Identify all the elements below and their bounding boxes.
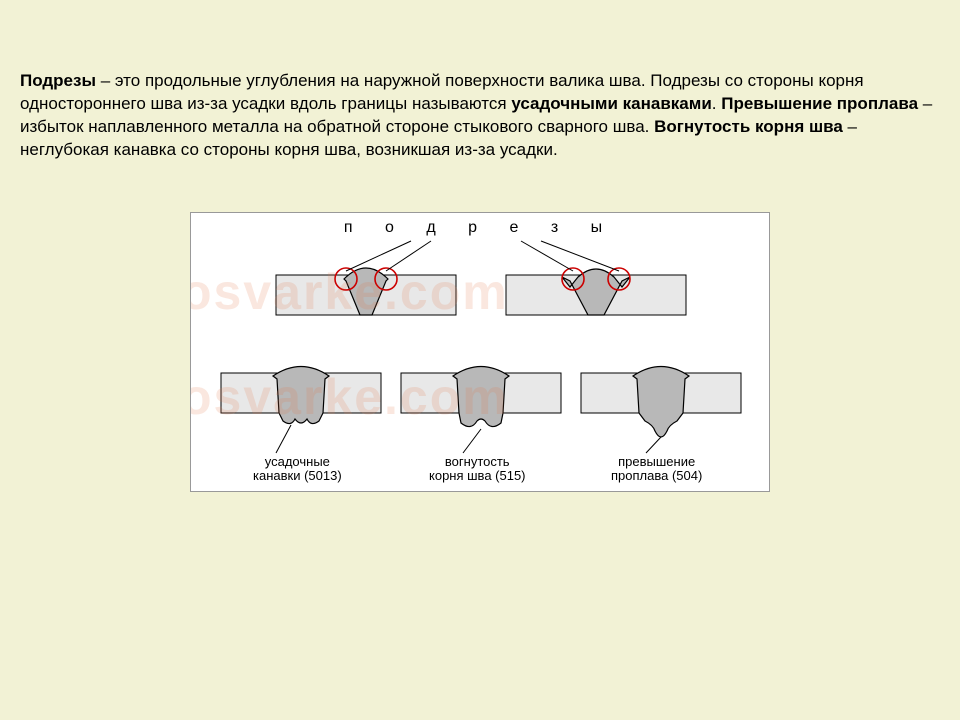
definition-paragraph: Подрезы – это продольные углубления на н… [20, 70, 940, 162]
caption-excess: превышениепроплава (504) [611, 455, 702, 484]
term-undercut: Подрезы [20, 71, 96, 90]
caption-shrinkage: усадочныеканавки (5013) [253, 455, 342, 484]
figure-container: osvarke.com osvarke.com п о д р е з ы ус… [20, 212, 940, 492]
term-shrinkage-grooves: усадочными канавками [511, 94, 711, 113]
caption-concavity: вогнутостькорня шва (515) [429, 455, 526, 484]
term-excess-penetration: Превышение проплава [721, 94, 918, 113]
figure-header: п о д р е з ы [191, 219, 769, 237]
term-root-concavity: Вогнутость корня шва [654, 117, 843, 136]
weld-defects-figure: osvarke.com osvarke.com п о д р е з ы ус… [190, 212, 770, 492]
diagram-svg [191, 213, 770, 492]
